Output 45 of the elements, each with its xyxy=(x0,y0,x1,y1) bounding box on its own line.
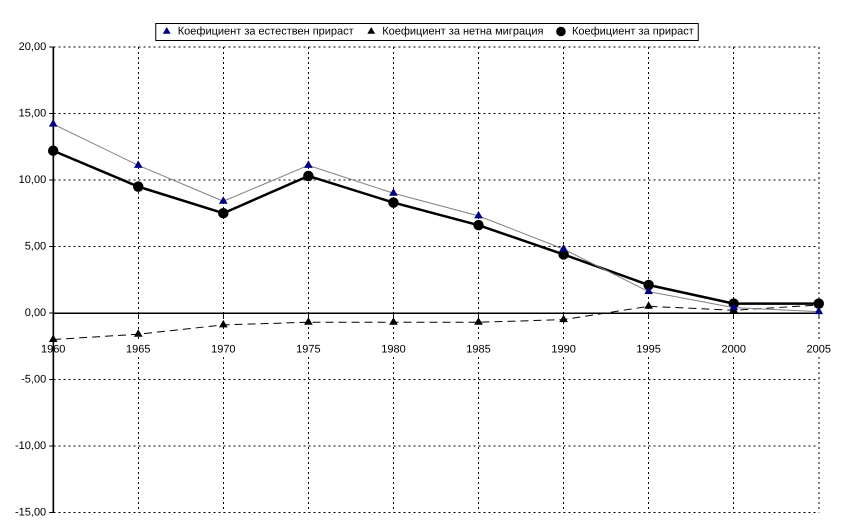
point xyxy=(389,188,398,196)
point xyxy=(560,244,568,252)
x-tick-label: 1975 xyxy=(296,344,321,356)
x-tick-label: 1990 xyxy=(551,344,576,356)
y-tick-label: 0,00 xyxy=(24,306,46,319)
point xyxy=(644,302,653,309)
y-tick-label: 10,00 xyxy=(18,174,46,186)
point xyxy=(644,287,653,294)
y-tick-label: -10,00 xyxy=(14,440,46,452)
x-tick-label: 2000 xyxy=(721,344,746,356)
point xyxy=(219,196,228,204)
point xyxy=(814,307,823,314)
point xyxy=(474,211,482,218)
y-tick-label: -15,00 xyxy=(14,506,46,518)
point xyxy=(389,318,398,325)
point xyxy=(304,318,312,325)
point xyxy=(643,280,654,290)
legend-label: Коефициент за естествен прираст xyxy=(178,26,354,38)
y-tick-label: 20,00 xyxy=(18,41,46,54)
point xyxy=(388,197,399,208)
point xyxy=(134,160,142,168)
point xyxy=(219,320,228,328)
x-tick-label: 1985 xyxy=(466,344,491,356)
y-tick-label: 15,00 xyxy=(18,108,46,120)
point xyxy=(48,145,58,156)
point xyxy=(49,335,58,342)
point xyxy=(133,181,144,192)
y-tick-label: -5,00 xyxy=(21,373,46,386)
x-tick-label: 1970 xyxy=(211,344,236,356)
x-tick-label: 1980 xyxy=(381,344,406,356)
point xyxy=(134,330,142,337)
point xyxy=(304,160,312,168)
legend-label: Коефициент за прираст xyxy=(572,26,694,38)
point xyxy=(49,120,58,127)
y-tick-label: 5,00 xyxy=(24,240,46,252)
legend-label: Коефициент за нетна миграция xyxy=(382,26,544,38)
point xyxy=(303,170,314,182)
x-tick-label: 1965 xyxy=(126,344,150,356)
x-tick-label: 2005 xyxy=(806,344,832,356)
point xyxy=(560,315,568,322)
point xyxy=(474,318,482,325)
point xyxy=(473,220,484,230)
point xyxy=(218,208,229,218)
x-tick-label: 1995 xyxy=(636,344,661,356)
point xyxy=(730,303,738,310)
